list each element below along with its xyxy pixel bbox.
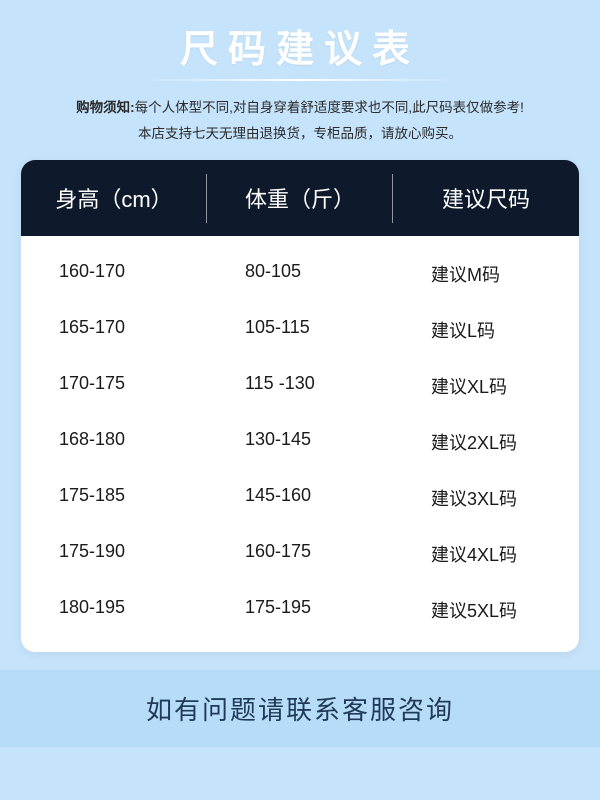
table-header: 身高（cm） 体重（斤） 建议尺码 (21, 160, 579, 236)
cell: 建议M码 (393, 246, 579, 302)
cell: 建议L码 (393, 302, 579, 358)
cell: 160-175 (207, 526, 393, 582)
cell: 130-145 (207, 414, 393, 470)
cell: 175-195 (207, 582, 393, 638)
col-weight: 体重（斤） (207, 160, 393, 236)
notice-line2: 本店支持七天无理由退换货，专柜品质，请放心购买。 (138, 126, 462, 141)
cell: 165-170 (21, 302, 207, 358)
notice-label: 购物须知: (76, 100, 135, 115)
cell: 建议5XL码 (393, 582, 579, 638)
size-table: 身高（cm） 体重（斤） 建议尺码 160-170 80-105 建议M码 16… (21, 160, 579, 652)
cell: 105-115 (207, 302, 393, 358)
cell: 170-175 (21, 358, 207, 414)
col-height: 身高（cm） (21, 160, 207, 236)
table-row: 175-185 145-160 建议3XL码 (21, 470, 579, 526)
table-row: 170-175 115 -130 建议XL码 (21, 358, 579, 414)
cell: 160-170 (21, 246, 207, 302)
title-underline (140, 79, 460, 81)
cell: 建议2XL码 (393, 414, 579, 470)
cell: 180-195 (21, 582, 207, 638)
cell: 80-105 (207, 246, 393, 302)
table-row: 165-170 105-115 建议L码 (21, 302, 579, 358)
table-body: 160-170 80-105 建议M码 165-170 105-115 建议L码… (21, 236, 579, 652)
cell: 115 -130 (207, 358, 393, 414)
cell: 175-185 (21, 470, 207, 526)
cell: 建议4XL码 (393, 526, 579, 582)
notice-line1: 每个人体型不同,对自身穿着舒适度要求也不同,此尺码表仅做参考! (135, 100, 524, 115)
shopping-notice: 购物须知:每个人体型不同,对自身穿着舒适度要求也不同,此尺码表仅做参考! 本店支… (58, 95, 542, 146)
cell: 建议3XL码 (393, 470, 579, 526)
footer-banner: 如有问题请联系客服咨询 (0, 670, 600, 747)
table-row: 175-190 160-175 建议4XL码 (21, 526, 579, 582)
cell: 168-180 (21, 414, 207, 470)
page-title: 尺码建议表 (180, 18, 420, 73)
cell: 建议XL码 (393, 358, 579, 414)
table-row: 180-195 175-195 建议5XL码 (21, 582, 579, 638)
cell: 175-190 (21, 526, 207, 582)
cell: 145-160 (207, 470, 393, 526)
table-row: 160-170 80-105 建议M码 (21, 246, 579, 302)
table-row: 168-180 130-145 建议2XL码 (21, 414, 579, 470)
col-size: 建议尺码 (393, 160, 579, 236)
size-chart-page: 尺码建议表 购物须知:每个人体型不同,对自身穿着舒适度要求也不同,此尺码表仅做参… (0, 0, 600, 800)
